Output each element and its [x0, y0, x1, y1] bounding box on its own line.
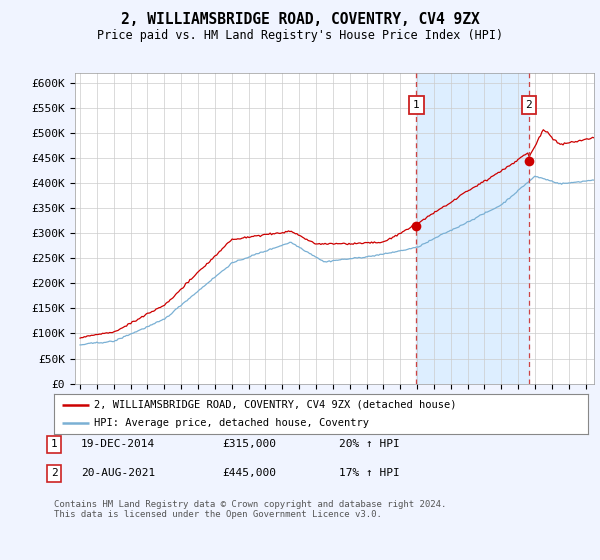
- Text: 19-DEC-2014: 19-DEC-2014: [81, 439, 155, 449]
- Text: 17% ↑ HPI: 17% ↑ HPI: [339, 468, 400, 478]
- Text: 2: 2: [526, 100, 532, 110]
- Text: 20-AUG-2021: 20-AUG-2021: [81, 468, 155, 478]
- Text: 2: 2: [50, 468, 58, 478]
- Text: 2, WILLIAMSBRIDGE ROAD, COVENTRY, CV4 9ZX (detached house): 2, WILLIAMSBRIDGE ROAD, COVENTRY, CV4 9Z…: [94, 400, 457, 410]
- Bar: [416, 73, 529, 384]
- Text: 1: 1: [50, 439, 58, 449]
- Text: Contains HM Land Registry data © Crown copyright and database right 2024.
This d: Contains HM Land Registry data © Crown c…: [54, 500, 446, 519]
- Text: £445,000: £445,000: [222, 468, 276, 478]
- Text: 20% ↑ HPI: 20% ↑ HPI: [339, 439, 400, 449]
- Text: 1: 1: [413, 100, 420, 110]
- Text: HPI: Average price, detached house, Coventry: HPI: Average price, detached house, Cove…: [94, 418, 369, 428]
- Text: £315,000: £315,000: [222, 439, 276, 449]
- Text: Price paid vs. HM Land Registry's House Price Index (HPI): Price paid vs. HM Land Registry's House …: [97, 29, 503, 42]
- Text: 2, WILLIAMSBRIDGE ROAD, COVENTRY, CV4 9ZX: 2, WILLIAMSBRIDGE ROAD, COVENTRY, CV4 9Z…: [121, 12, 479, 27]
